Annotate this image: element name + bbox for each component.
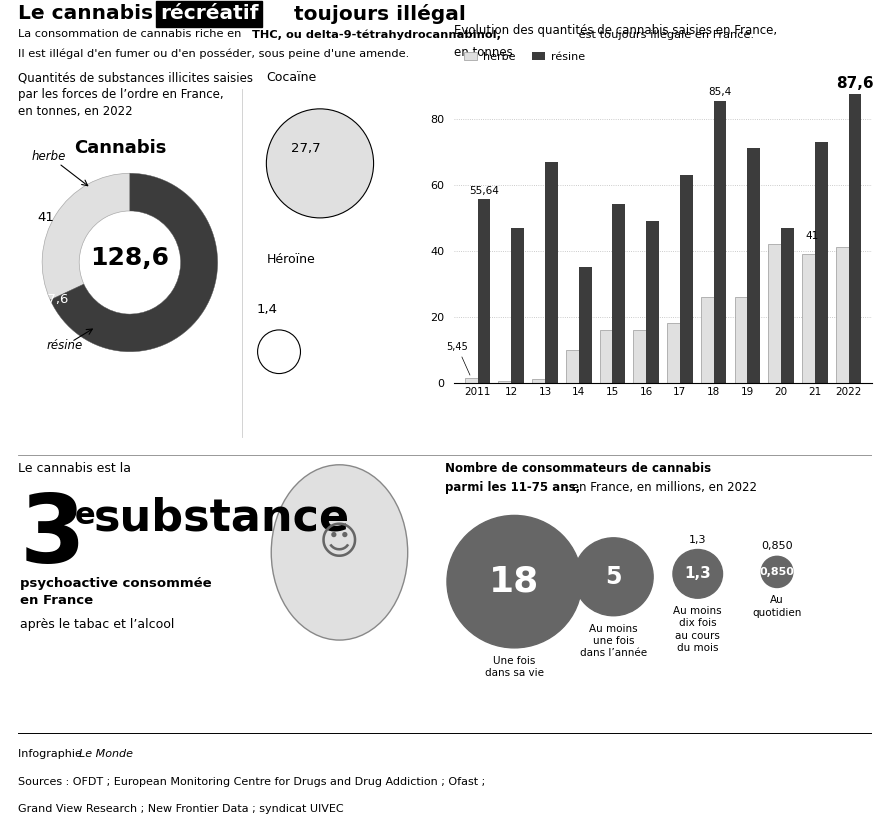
Circle shape [266,109,374,218]
Text: 87,6: 87,6 [39,293,69,306]
Text: La consommation de cannabis riche en: La consommation de cannabis riche en [18,29,245,39]
Wedge shape [50,173,218,352]
Bar [748,148,760,383]
Wedge shape [42,173,130,300]
Text: Au moins
une fois
dans l’année: Au moins une fois dans l’année [580,624,647,659]
Bar [498,381,511,383]
Text: substance: substance [93,497,350,540]
Text: Grand View Research ; New Frontier Data ; syndicat UIVEC: Grand View Research ; New Frontier Data … [18,804,344,814]
Text: e: e [75,501,95,530]
Bar [578,267,592,383]
Text: Héroïne: Héroïne [266,252,315,265]
Circle shape [574,538,653,615]
Text: 128,6: 128,6 [91,246,169,269]
Text: récréatif: récréatif [160,4,258,24]
Bar [815,142,828,383]
Text: 5: 5 [605,565,622,589]
Bar [646,221,659,383]
Text: 1,4: 1,4 [256,303,278,316]
Text: herbe: herbe [31,151,66,164]
Text: 41: 41 [37,212,54,225]
Bar [734,297,748,383]
Text: Cannabis: Cannabis [74,138,166,156]
Text: Le cannabis: Le cannabis [18,4,160,24]
Text: est toujours illégale en France.: est toujours illégale en France. [575,29,754,40]
Text: après le tabac et l’alcool: après le tabac et l’alcool [20,618,174,631]
Text: THC, ou delta-9-tétrahydrocannabinol,: THC, ou delta-9-tétrahydrocannabinol, [252,29,501,40]
Bar [566,349,578,383]
Text: Le Monde: Le Monde [79,749,134,759]
Text: 3: 3 [20,491,85,583]
Bar [680,175,692,383]
Text: Nombre de consommateurs de cannabis: Nombre de consommateurs de cannabis [445,462,711,475]
Text: Au
quotidien: Au quotidien [752,595,802,618]
Text: Evolution des quantités de cannabis saisies en France,: Evolution des quantités de cannabis sais… [454,24,777,37]
Text: psychoactive consommée
en France: psychoactive consommée en France [20,577,211,606]
Text: Il est illégal d'en fumer ou d'en posséder, sous peine d'une amende.: Il est illégal d'en fumer ou d'en posséd… [18,48,409,59]
Text: 5,45: 5,45 [447,342,470,375]
Bar [848,94,862,383]
Text: parmi les 11-75 ans,: parmi les 11-75 ans, [445,481,580,494]
Text: Le cannabis est la: Le cannabis est la [18,462,131,475]
Text: 1,3: 1,3 [689,535,707,545]
Bar [700,297,714,383]
Legend: herbe, résine: herbe, résine [459,47,589,66]
Bar [802,254,815,383]
Bar [511,228,524,383]
Text: Au moins
dix fois
au cours
du mois: Au moins dix fois au cours du mois [674,606,722,653]
Ellipse shape [271,465,408,640]
Bar [768,244,781,383]
Bar [600,330,612,383]
Bar [634,330,646,383]
Text: Sources : OFDT ; European Monitoring Centre for Drugs and Drug Addiction ; Ofast: Sources : OFDT ; European Monitoring Cen… [18,777,485,787]
Text: en tonnes: en tonnes [454,46,513,59]
Bar [668,323,680,383]
Bar [532,379,545,383]
Text: 41: 41 [805,230,819,241]
Text: 87,6: 87,6 [837,76,874,90]
Text: Une fois
dans sa vie: Une fois dans sa vie [485,655,544,678]
Text: 0,850: 0,850 [759,567,795,577]
Text: Infographie: Infographie [18,749,85,759]
Bar [714,101,726,383]
Text: 18: 18 [490,565,539,598]
Circle shape [257,330,301,374]
Text: résine: résine [47,339,84,352]
Text: 1,3: 1,3 [684,567,711,581]
Bar [612,204,626,383]
Text: en France, en millions, en 2022: en France, en millions, en 2022 [568,481,756,494]
Text: toujours illégal: toujours illégal [287,4,465,24]
Circle shape [447,515,582,648]
Bar [478,199,490,383]
Text: 27,7: 27,7 [290,142,320,155]
Bar [781,228,794,383]
Text: 0,850: 0,850 [761,541,793,551]
Text: Cocaïne: Cocaïne [266,71,317,84]
Text: Quantités de substances illicites saisies
par les forces de l’ordre en France,
e: Quantités de substances illicites saisie… [18,71,253,118]
Text: 85,4: 85,4 [708,87,732,97]
Text: ☺: ☺ [320,523,360,562]
Bar [836,247,848,383]
Bar [545,161,558,383]
Bar [465,378,478,383]
Circle shape [673,549,723,598]
Text: 55,64: 55,64 [469,186,499,196]
Circle shape [761,556,793,588]
